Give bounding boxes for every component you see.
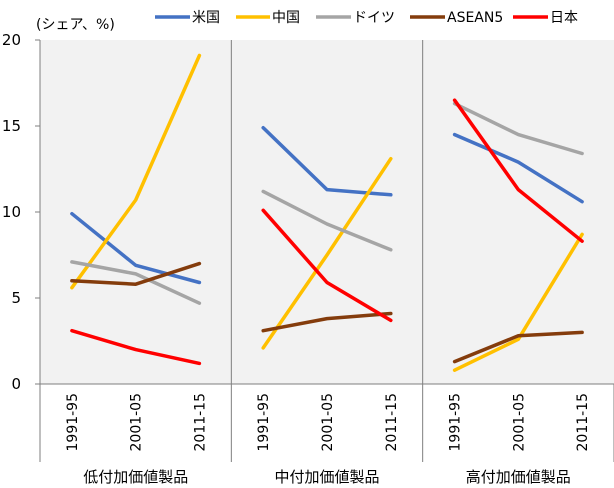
x-tick-label: 2001-05 xyxy=(320,393,336,452)
y-tick-label: 20 xyxy=(2,31,21,49)
legend: 米国 中国 ドイツ ASEAN5 日本 xyxy=(155,10,578,26)
x-tick-label: 2011-15 xyxy=(575,393,591,452)
y-tick-label: 10 xyxy=(2,203,21,221)
legend-label: 日本 xyxy=(550,10,578,26)
series-line-米国 xyxy=(452,132,584,204)
x-tick-label: 2011-15 xyxy=(192,393,208,452)
series-line-中国 xyxy=(452,232,584,372)
series-line-中国 xyxy=(70,53,202,290)
group-label: 低付加価値製品 xyxy=(83,468,188,486)
y-tick-label: 5 xyxy=(11,289,21,307)
x-tick-label: 2001-05 xyxy=(511,393,527,452)
y-tick-label: 0 xyxy=(11,375,21,393)
y-tick-label: 15 xyxy=(2,117,21,135)
plot-area xyxy=(40,40,614,384)
series-line-ドイツ xyxy=(261,189,393,252)
legend-label: 米国 xyxy=(192,10,220,26)
x-tick-label: 1991-95 xyxy=(65,393,81,452)
series-line-日本 xyxy=(452,98,584,243)
series-line-中国 xyxy=(261,156,393,350)
group-label: 高付加価値製品 xyxy=(466,468,571,486)
series-line-日本 xyxy=(70,328,202,366)
group-label: 中付加価値製品 xyxy=(274,468,379,486)
series-line-ドイツ xyxy=(70,260,202,305)
x-tick-label: 2011-15 xyxy=(384,393,400,452)
x-tick-label: 2001-05 xyxy=(129,393,145,452)
series-line-ASEAN5 xyxy=(261,311,393,333)
x-tick-label: 1991-95 xyxy=(256,393,272,452)
series-line-米国 xyxy=(70,211,202,285)
series-line-ドイツ xyxy=(452,101,584,156)
unit-label: (シェア、%) xyxy=(36,17,115,33)
legend-label: 中国 xyxy=(272,10,300,26)
series-line-ASEAN5 xyxy=(452,330,584,364)
x-tick-label: 1991-95 xyxy=(448,393,464,452)
legend-label: ASEAN5 xyxy=(447,10,503,26)
legend-label: ドイツ xyxy=(353,10,395,26)
series-line-日本 xyxy=(261,208,393,323)
series-line-ASEAN5 xyxy=(70,261,202,286)
